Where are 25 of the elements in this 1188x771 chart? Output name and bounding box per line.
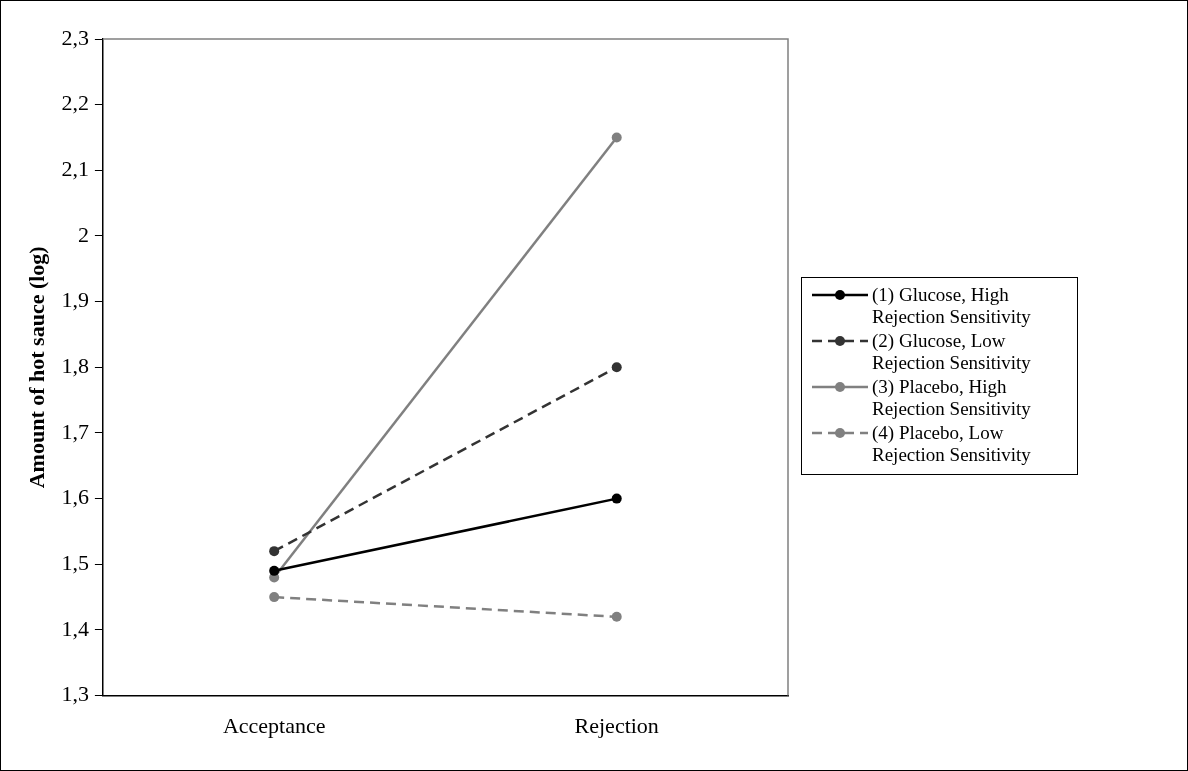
legend-label: (2) Glucose, Low Rejection Sensitivity <box>872 330 1032 374</box>
x-tick-label: Acceptance <box>222 712 326 738</box>
legend-label: (1) Glucose, High Rejection Sensitivity <box>872 284 1032 328</box>
point <box>269 546 280 557</box>
point <box>611 611 622 622</box>
y-tick-label: 1,8 <box>61 353 89 379</box>
y-tick-label: 1,5 <box>61 550 89 576</box>
point <box>269 565 280 576</box>
y-tick-label: 1,7 <box>61 418 89 444</box>
y-axis-title: Amount of hot sauce (log) <box>23 246 49 489</box>
legend-label: (3) Placebo, High Rejection Sensitivity <box>872 376 1032 420</box>
y-tick-label: 1,9 <box>61 287 89 313</box>
y-tick-label: 1,3 <box>61 681 89 707</box>
point <box>611 493 622 504</box>
y-tick-label: 2,1 <box>61 156 89 182</box>
y-tick-label: 2,3 <box>61 24 89 50</box>
y-tick-label: 1,4 <box>61 615 89 641</box>
point <box>269 592 280 603</box>
y-tick-label: 2,2 <box>61 90 89 116</box>
legend-label: (4) Placebo, Low Rejection Sensitivity <box>872 422 1032 466</box>
y-tick-label: 1,6 <box>61 484 89 510</box>
point <box>611 132 622 143</box>
point <box>611 362 622 373</box>
x-tick-label: Rejection <box>574 712 659 738</box>
y-tick-label: 2 <box>77 221 89 247</box>
